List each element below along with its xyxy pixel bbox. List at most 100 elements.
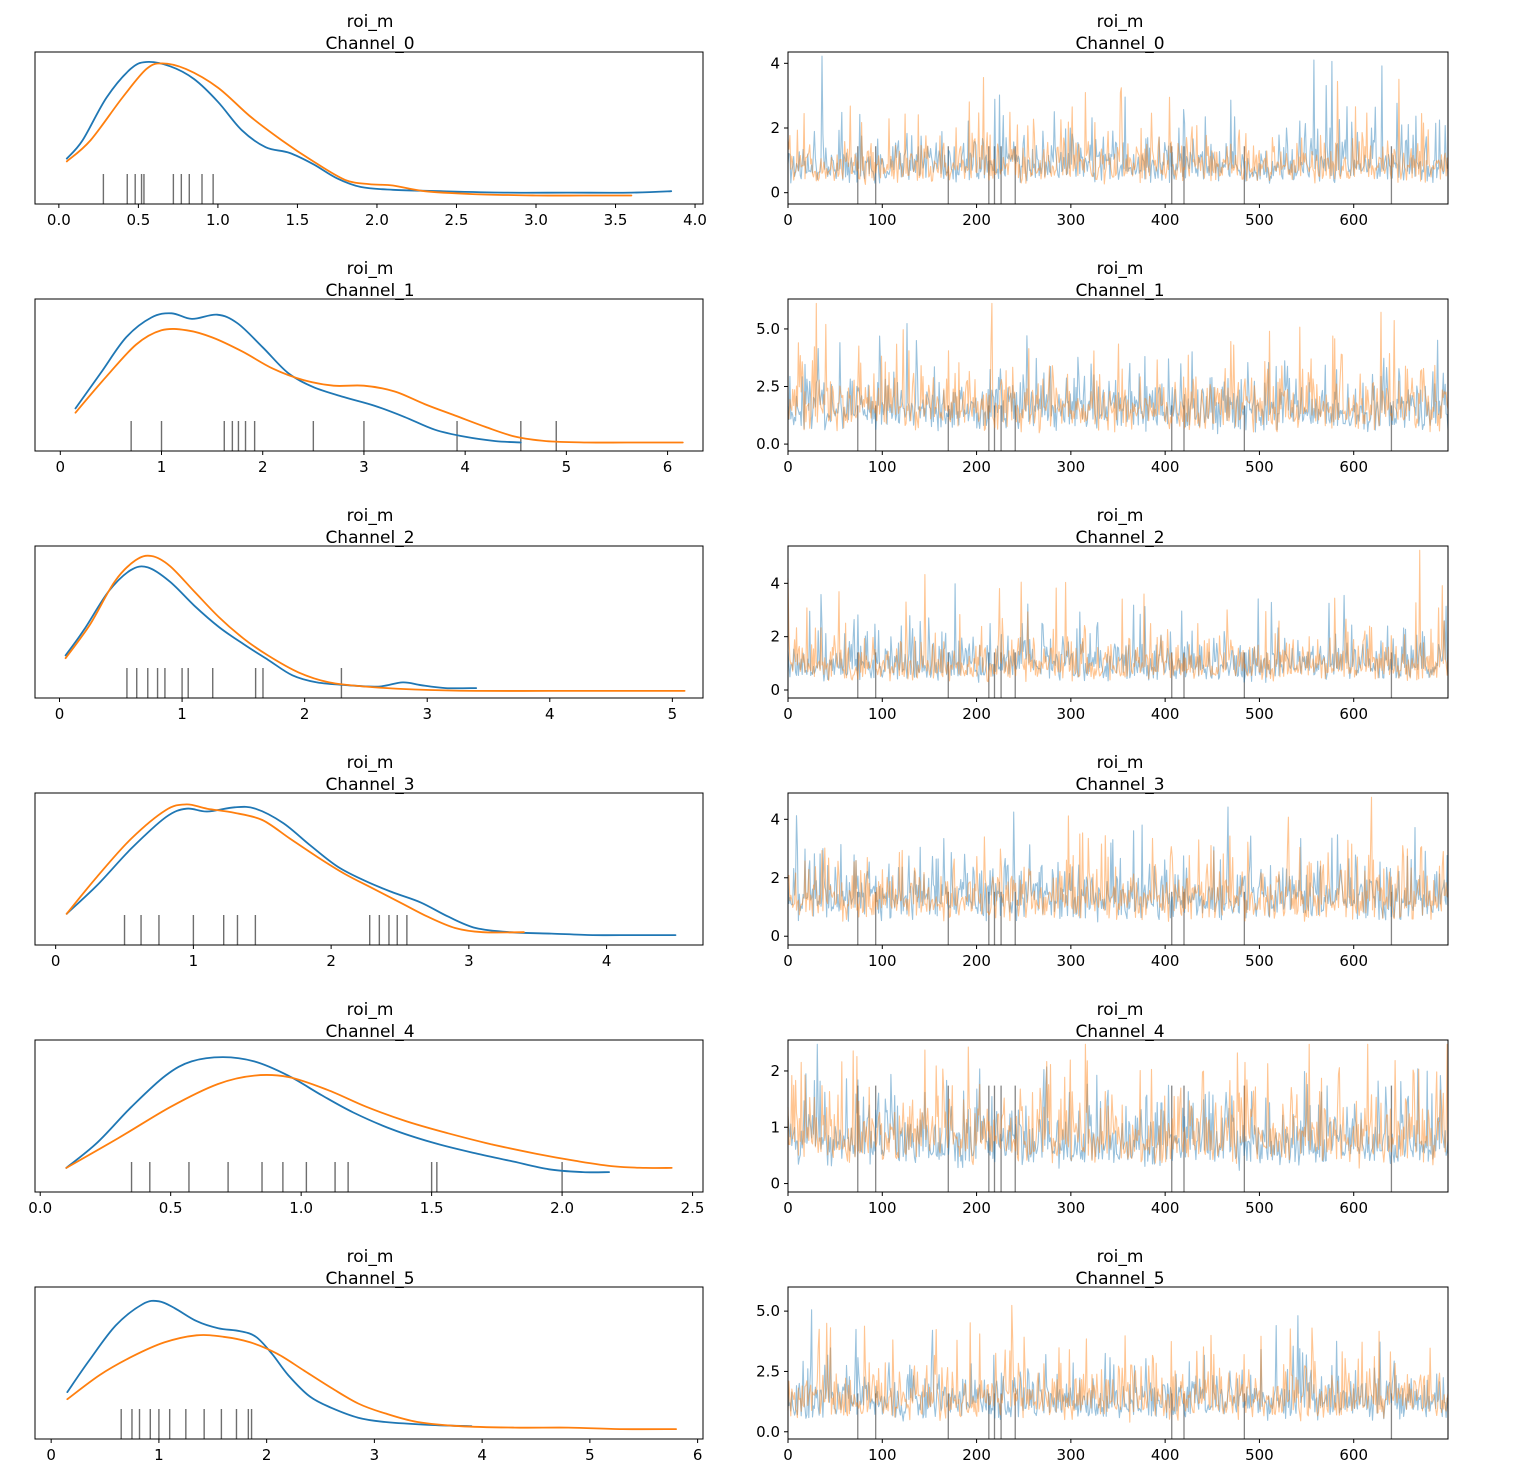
plot-svg-line-Channel_4: 0 100 200 300 400 500 600 0 1 2 bbox=[770, 1039, 1449, 1217]
x-tick-label: 400 bbox=[1151, 458, 1180, 476]
y-tick-label: 1 bbox=[770, 1118, 780, 1136]
panel-line-channel_3: roi_m Channel_3 0 100 200 300 400 500 600 0 2 4 bbox=[740, 741, 1514, 988]
panel-line-channel_5: roi_m Channel_5 0 100 200 300 400 500 600 0.0 2.5 5… bbox=[740, 1235, 1514, 1482]
plot-svg-kde-Channel_5: 0 1 2 3 4 5 6 bbox=[34, 1286, 704, 1464]
kde-curve-group2 bbox=[65, 803, 525, 934]
kde-curve-group2 bbox=[65, 62, 633, 197]
figure-row-0: roi_m Channel_0 0.0 0.5 1.0 1.5 2.0 2.5 3.0 3.5 4.… bbox=[0, 0, 1514, 247]
event-lines bbox=[857, 652, 1393, 698]
plot-box bbox=[34, 1039, 704, 1193]
x-tick-label: 600 bbox=[1339, 458, 1368, 476]
x-tick-label: 500 bbox=[1245, 458, 1274, 476]
x-tick-label: 1 bbox=[157, 458, 167, 476]
panel-kde-channel_4: roi_m Channel_4 0.0 0.5 1.0 1.5 2.0 2.5 bbox=[0, 988, 740, 1235]
trace-line-group2 bbox=[787, 1304, 1449, 1423]
panel-title: roi_m Channel_0 bbox=[740, 0, 1514, 54]
figure-row-3: roi_m Channel_3 0 1 2 3 4 roi_m Channel_3 0 100 200… bbox=[0, 741, 1514, 988]
y-tick-label: 0 bbox=[770, 1175, 780, 1193]
figure-row-5: roi_m Channel_5 0 1 2 3 4 5 6 roi_m Channel_5 0 100 2… bbox=[0, 1235, 1514, 1482]
x-tick-label: 500 bbox=[1245, 1199, 1274, 1217]
trace-line-group2 bbox=[787, 77, 1449, 185]
x-tick-label: 400 bbox=[1151, 705, 1180, 723]
x-tick-label: 400 bbox=[1151, 1446, 1180, 1464]
x-tick-label: 100 bbox=[868, 952, 897, 970]
x-tick-label: 0.5 bbox=[126, 211, 150, 229]
panel-title-line2: Channel_0 bbox=[325, 34, 415, 55]
x-tick-label: 6 bbox=[693, 1446, 703, 1464]
x-tick-label: 300 bbox=[1057, 952, 1086, 970]
plot-box bbox=[34, 545, 704, 699]
x-axis-ticks: 0 100 200 300 400 500 600 bbox=[783, 204, 1368, 229]
x-tick-label: 1.5 bbox=[285, 211, 309, 229]
x-tick-label: 600 bbox=[1339, 1446, 1368, 1464]
rug-marks bbox=[123, 915, 408, 945]
kde-curve-group1 bbox=[65, 61, 673, 194]
x-tick-label: 200 bbox=[962, 1199, 991, 1217]
panel-title: roi_m Channel_3 bbox=[0, 741, 740, 795]
rug-marks bbox=[130, 421, 557, 451]
x-tick-label: 1.0 bbox=[206, 211, 230, 229]
x-tick-label: 0 bbox=[55, 705, 65, 723]
figure-row-4: roi_m Channel_4 0.0 0.5 1.0 1.5 2.0 2.5 roi_m Cha… bbox=[0, 988, 1514, 1235]
x-axis-ticks: 0 100 200 300 400 500 600 bbox=[783, 451, 1368, 476]
y-tick-label: 2 bbox=[770, 119, 780, 137]
panel-title-line1: roi_m bbox=[346, 753, 394, 773]
trace-line-group1 bbox=[787, 55, 1449, 184]
x-tick-label: 0 bbox=[783, 458, 793, 476]
panel-kde-channel_1: roi_m Channel_1 0 1 2 3 4 5 6 bbox=[0, 247, 740, 494]
x-tick-label: 200 bbox=[962, 211, 991, 229]
plot-box bbox=[787, 792, 1449, 946]
y-tick-label: 2 bbox=[770, 628, 780, 646]
x-tick-label: 0 bbox=[783, 1199, 793, 1217]
y-tick-label: 2 bbox=[770, 869, 780, 887]
x-axis-ticks: 0.0 0.5 1.0 1.5 2.0 2.5 3.0 3.5 4.0 bbox=[47, 204, 707, 229]
trace-line-group1 bbox=[787, 1043, 1449, 1171]
panel-title-line1: roi_m bbox=[1096, 753, 1144, 773]
y-tick-label: 4 bbox=[770, 574, 780, 592]
panel-kde-channel_5: roi_m Channel_5 0 1 2 3 4 5 6 bbox=[0, 1235, 740, 1482]
x-tick-label: 400 bbox=[1151, 952, 1180, 970]
y-tick-label: 5.0 bbox=[756, 1302, 780, 1320]
y-tick-label: 5.0 bbox=[756, 320, 780, 338]
x-tick-label: 500 bbox=[1245, 1446, 1274, 1464]
panel-kde-channel_3: roi_m Channel_3 0 1 2 3 4 bbox=[0, 741, 740, 988]
plot-box bbox=[787, 1286, 1449, 1440]
y-tick-label: 2.5 bbox=[756, 378, 780, 396]
x-tick-label: 2.0 bbox=[365, 211, 389, 229]
kde-curve-group1 bbox=[64, 565, 478, 690]
x-tick-label: 1 bbox=[177, 705, 187, 723]
trace-line-group1 bbox=[787, 583, 1449, 683]
trace-line-group1 bbox=[787, 1309, 1449, 1422]
panel-title-line2: Channel_5 bbox=[1075, 1269, 1165, 1290]
x-axis-ticks: 0 1 2 3 4 bbox=[51, 945, 611, 970]
event-lines bbox=[857, 891, 1393, 945]
event-lines bbox=[857, 405, 1393, 451]
plot-box bbox=[787, 545, 1449, 699]
trace-line-group2 bbox=[787, 1043, 1449, 1169]
y-tick-label: 4 bbox=[770, 54, 780, 72]
panel-kde-channel_0: roi_m Channel_0 0.0 0.5 1.0 1.5 2.0 2.5 3.0 3.5 4.… bbox=[0, 0, 740, 247]
y-tick-label: 0.0 bbox=[756, 1423, 780, 1441]
x-tick-label: 0 bbox=[783, 211, 793, 229]
panel-line-channel_4: roi_m Channel_4 0 100 200 300 400 500 600 0 1 2 bbox=[740, 988, 1514, 1235]
plot-box bbox=[787, 51, 1449, 205]
x-axis-ticks: 0 100 200 300 400 500 600 bbox=[783, 698, 1368, 723]
trace-line-group1 bbox=[787, 323, 1449, 435]
trace-line-group2 bbox=[787, 549, 1449, 683]
x-tick-label: 3.5 bbox=[604, 211, 628, 229]
x-tick-label: 4.0 bbox=[683, 211, 707, 229]
plot-svg-kde-Channel_1: 0 1 2 3 4 5 6 bbox=[34, 298, 704, 476]
panel-title-line2: Channel_1 bbox=[1075, 281, 1165, 302]
plot-svg-line-Channel_5: 0 100 200 300 400 500 600 0.0 2.5 5.0 bbox=[756, 1286, 1449, 1464]
kde-curve-group2 bbox=[74, 328, 684, 444]
panel-title-line1: roi_m bbox=[346, 12, 394, 32]
x-tick-label: 600 bbox=[1339, 952, 1368, 970]
x-axis-ticks: 0 1 2 3 4 5 bbox=[55, 698, 677, 723]
rug-marks bbox=[120, 1409, 253, 1439]
y-tick-label: 2 bbox=[770, 1062, 780, 1080]
y-tick-label: 0 bbox=[770, 681, 780, 699]
x-tick-label: 0 bbox=[783, 705, 793, 723]
x-tick-label: 1.0 bbox=[289, 1199, 313, 1217]
x-tick-label: 5 bbox=[668, 705, 678, 723]
panel-title-line2: Channel_0 bbox=[1075, 34, 1165, 55]
